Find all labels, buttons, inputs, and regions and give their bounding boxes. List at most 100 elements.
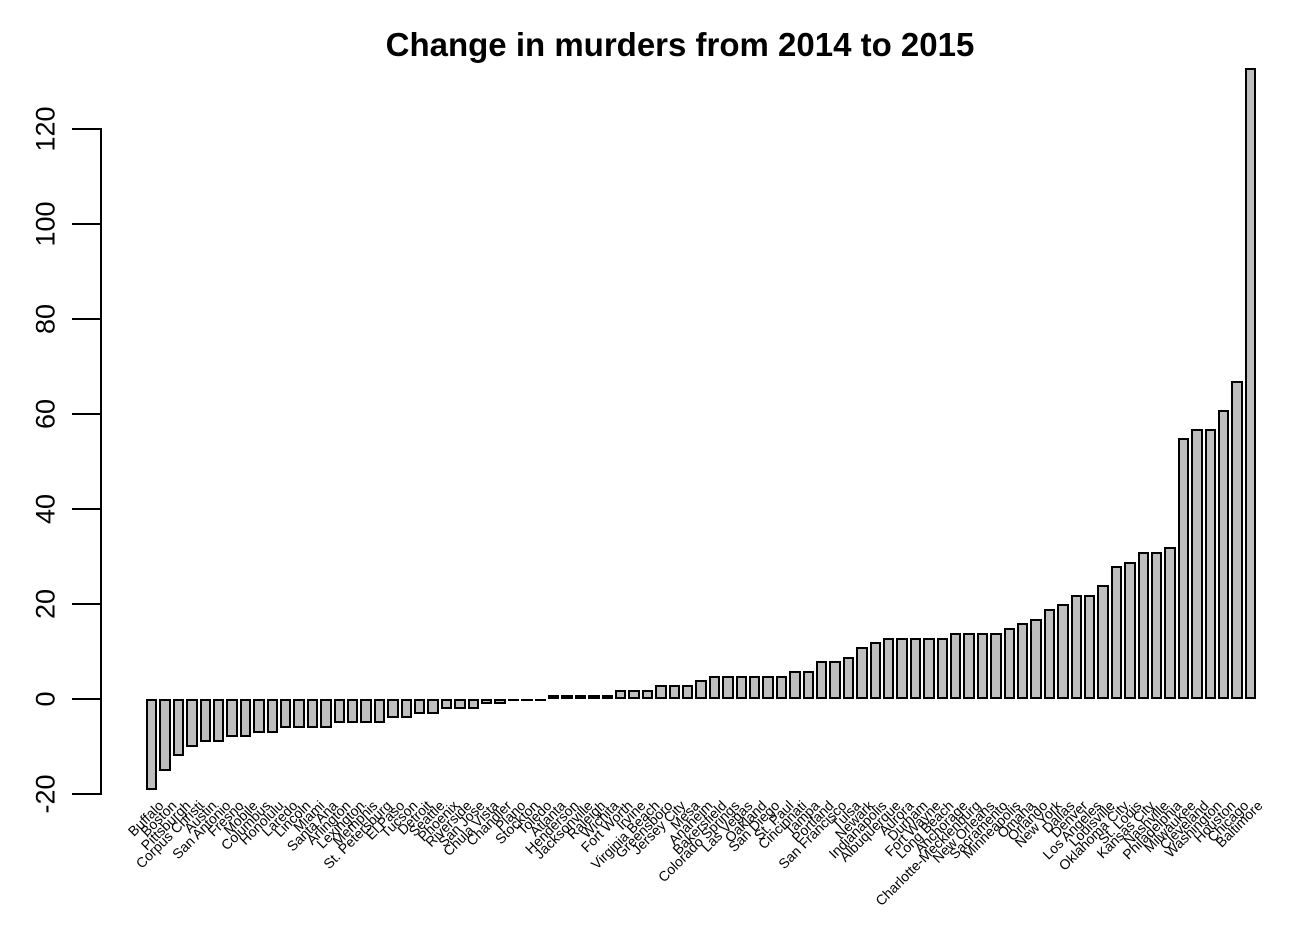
bar [1057, 604, 1069, 700]
bar [1177, 438, 1190, 700]
y-tick [72, 698, 100, 701]
bar [708, 675, 721, 700]
bar [534, 699, 546, 702]
bar [762, 675, 774, 700]
bar [628, 689, 640, 700]
y-tick [72, 413, 100, 416]
bar [320, 699, 332, 728]
bar [1030, 618, 1042, 700]
y-tick [72, 128, 100, 131]
bar [213, 699, 225, 743]
bar [400, 699, 412, 719]
bar [226, 699, 238, 738]
bar [1231, 381, 1243, 700]
bar [427, 699, 439, 714]
bar [414, 699, 426, 714]
bar [641, 689, 654, 700]
bar [735, 675, 747, 700]
bar [440, 699, 453, 709]
bar [387, 699, 399, 719]
bar [976, 632, 989, 700]
bar [802, 670, 814, 700]
y-tick-label: 60 [30, 399, 61, 430]
bar [896, 637, 908, 700]
bar [159, 699, 171, 771]
bar [936, 637, 948, 700]
y-tick [72, 603, 100, 606]
bar [1204, 428, 1216, 700]
bar [146, 699, 158, 790]
bar [521, 699, 533, 702]
bar [507, 699, 520, 702]
bar [548, 694, 560, 700]
y-tick-label: 80 [30, 304, 61, 335]
bar [856, 647, 868, 700]
bar [923, 637, 935, 700]
bar [869, 642, 881, 700]
bar [963, 632, 975, 700]
bar [1137, 552, 1149, 700]
y-tick [72, 223, 100, 226]
bar [1017, 623, 1029, 700]
bar [280, 699, 292, 728]
bar [816, 661, 828, 700]
bar [615, 689, 627, 700]
bar [360, 699, 372, 724]
bar [306, 699, 319, 728]
bar [373, 699, 386, 724]
bar [1151, 552, 1163, 700]
bar [561, 694, 573, 700]
bar [266, 699, 278, 733]
bar [186, 699, 198, 747]
y-tick-label: 40 [30, 494, 61, 525]
bar [172, 699, 185, 757]
y-tick-label: 100 [30, 201, 61, 247]
y-tick-label: 120 [30, 106, 61, 152]
y-tick-label: 20 [30, 589, 61, 620]
bar [1191, 428, 1203, 700]
bar [588, 694, 600, 700]
bar [722, 675, 734, 700]
bar [775, 675, 788, 700]
bar [574, 694, 587, 700]
bar [829, 661, 841, 700]
bar [1164, 547, 1176, 700]
bar [682, 685, 694, 700]
bar [601, 694, 613, 700]
bar [1110, 566, 1123, 700]
y-tick [72, 508, 100, 511]
bar [333, 699, 345, 724]
chart-title: Change in murders from 2014 to 2015 [385, 26, 975, 63]
bar [494, 699, 506, 705]
y-tick [72, 318, 100, 321]
bar [749, 675, 761, 700]
bar [467, 699, 479, 709]
y-axis-line [100, 128, 102, 796]
bar [1070, 594, 1082, 700]
bar [668, 685, 680, 700]
bar [293, 699, 305, 728]
bar [990, 632, 1002, 700]
bar [1097, 585, 1109, 700]
bar [842, 656, 855, 700]
bar [1218, 409, 1230, 700]
bar [950, 632, 962, 700]
y-tick-label: 0 [30, 691, 61, 707]
bar [253, 699, 265, 733]
bar [454, 699, 466, 709]
bar [1124, 561, 1136, 700]
bar [789, 670, 801, 700]
bar [347, 699, 359, 724]
y-tick [72, 793, 100, 796]
bar [1003, 628, 1015, 700]
bar [1244, 67, 1257, 700]
bar [1084, 594, 1096, 700]
bar [1043, 609, 1056, 700]
bar [481, 699, 493, 705]
bar [695, 680, 707, 700]
bar [883, 637, 895, 700]
bar [239, 699, 252, 738]
bar [199, 699, 211, 743]
bar [909, 637, 922, 700]
